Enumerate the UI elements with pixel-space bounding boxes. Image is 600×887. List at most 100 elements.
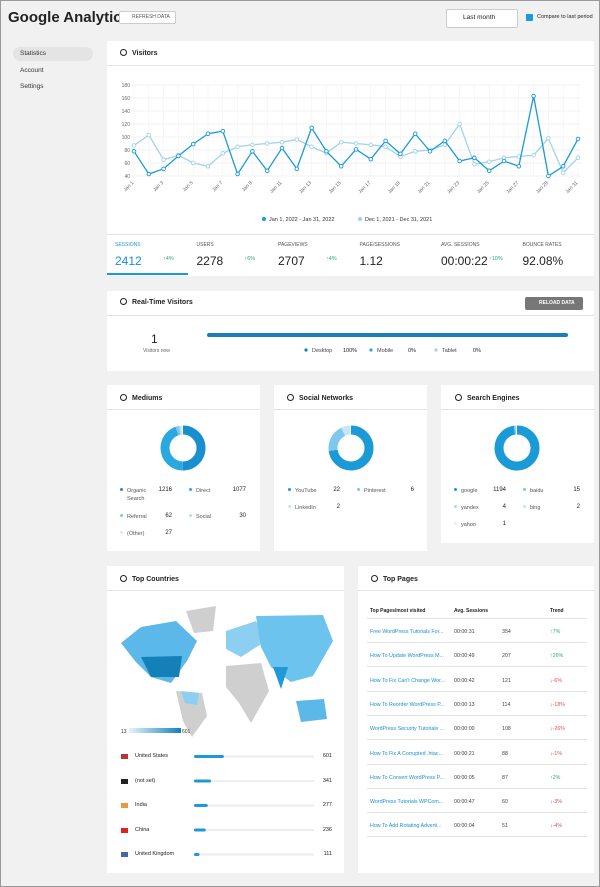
sidebar-item[interactable]: Statistics [20,50,47,57]
country-value: 111 [323,851,332,857]
legend-dot [288,505,291,508]
y-tick-label: 40 [124,174,130,180]
point [309,144,314,149]
reload-button[interactable]: RELOAD DATA [525,297,583,310]
point [294,137,300,142]
legend-marker [262,217,266,221]
card-title: Social Networks [299,395,354,402]
stat-change: 6% [245,256,255,263]
stat-value: 00:00:22 [441,254,488,268]
map-region [256,615,333,682]
point [205,131,211,136]
page-avg: 00:00:47 [454,799,475,806]
page-title[interactable]: How To Fix A Corrupted .htac... [370,750,443,757]
page-avg: 00:00:05 [454,774,475,781]
point [427,149,433,154]
flag [121,852,128,857]
legend-marker [358,217,362,221]
legend-name: baidu [530,488,544,494]
x-tick-label: Jan 29 [535,180,550,195]
legend-value: 27 [165,530,172,536]
card-divider [107,65,594,66]
point [472,162,477,167]
legend-dot [454,488,457,491]
page-title[interactable]: How To Reorder WordPress P... [370,701,445,708]
column-header: Trend [550,608,564,614]
x-tick-label: Jan 19 [387,180,402,195]
legend-name: yahoo [461,522,476,528]
page-title[interactable]: WordPress Security Tutorials ... [370,726,445,733]
page-trend: -18% [550,702,565,708]
device-value: 100% [343,348,357,354]
page-title[interactable]: WordPress Tutorials WPCom... [370,799,444,806]
page-title[interactable]: How To Convert WordPress P... [370,774,444,781]
donut-segment [160,425,206,471]
sidebar-item[interactable]: Account [20,66,44,74]
card-divider [274,409,427,410]
point [161,157,166,162]
donut-segment [494,425,540,471]
table-divider [367,618,587,619]
map-region [226,621,266,657]
point [457,158,462,164]
card-icon [120,49,127,56]
page-title[interactable]: How To Update WordPress M... [370,653,444,660]
row-divider [367,690,587,692]
legend-label: Jan 1, 2022 - Jan 31, 2022 [269,217,334,223]
row-divider [367,739,587,741]
point [250,142,255,148]
point [412,131,418,136]
card-divider [107,315,594,316]
card-title: Real-Time Visitors [132,299,193,306]
point [250,149,255,154]
compare-checkbox[interactable] [526,14,533,21]
page-title[interactable]: How To Fix Can't Change Wor... [370,677,446,684]
legend-value: 62 [165,513,172,519]
point [560,163,566,169]
row-divider [367,666,587,668]
legend-name: bing [530,505,541,511]
stat-label: AVG. SESSIONS [441,242,480,248]
pages-card [358,566,594,873]
page-trend: -6% [550,678,562,684]
page-title[interactable]: How To Add Rotating Adverti... [370,823,442,830]
x-tick-label: Jan 3 [152,180,165,193]
legend-value: 22 [333,487,340,493]
sidebar-item[interactable]: Settings [20,83,44,90]
map-region [176,691,207,737]
row-divider [367,787,587,789]
point [131,143,137,148]
legend-value: 1194 [493,487,506,493]
page-sessions: 207 [502,653,511,660]
map-scale-max: 601 [182,729,191,735]
device-name: Tablet [442,348,457,354]
country-track [194,804,314,807]
period-select[interactable]: Last month [446,9,519,28]
card-icon [120,298,127,305]
point [412,149,418,154]
point [353,147,359,152]
page-title[interactable]: Free WordPress Tutorials For... [370,629,444,635]
legend-dot [189,488,192,491]
card-divider [107,409,260,410]
x-tick-label: Jan 13 [298,180,313,195]
point [457,121,462,127]
card-icon [287,394,294,401]
page-avg: 00:00:13 [454,701,475,708]
legend-dot [120,514,123,517]
point [264,168,270,174]
device-name: Mobile [377,348,393,354]
x-tick-label: Jan 31 [565,180,580,195]
page-sessions: 114 [502,701,511,708]
stats-divider [107,234,594,235]
stat-label: PAGEVIEWS [278,242,308,248]
stat-change: 4% [326,256,337,263]
country-bar [194,755,224,758]
page-trend: -4% [550,824,562,830]
device-marker [434,348,438,352]
country-track [194,780,314,782]
point [575,136,581,142]
refresh-button[interactable]: REFRESH DATA [119,11,176,24]
